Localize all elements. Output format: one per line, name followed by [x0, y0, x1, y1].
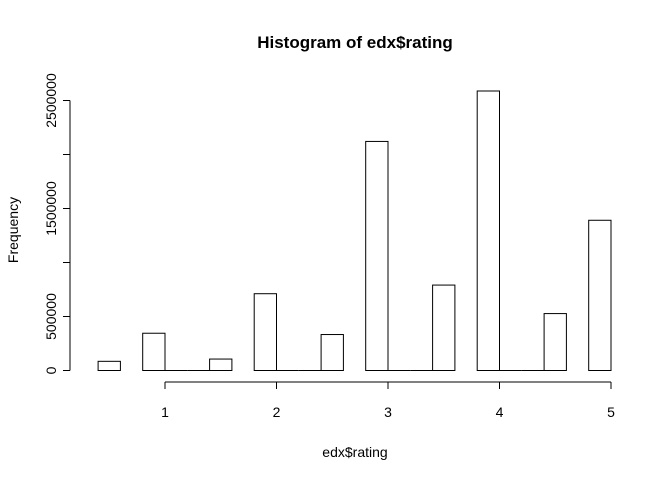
x-tick-label-1: 2 [273, 404, 281, 420]
x-tick-label-3: 4 [496, 404, 504, 420]
y-tick-label-1: 500000 [43, 293, 59, 340]
y-tick-label-5: 2500000 [43, 73, 59, 128]
chart-title: Histogram of edx$rating [257, 33, 453, 52]
x-axis-ticks: 1 2 3 4 5 [161, 382, 615, 420]
histogram-bar-9 [365, 140, 389, 371]
histogram-bar-17 [588, 219, 612, 371]
histogram-bar-13 [476, 90, 501, 371]
y-tick-label-3: 1500000 [43, 181, 59, 236]
x-tick-label-2: 3 [384, 404, 392, 420]
y-tick-label-0: 0 [43, 366, 59, 374]
histogram-bar-4 [209, 358, 233, 372]
histogram-bar-5 [253, 293, 277, 372]
x-tick-label-0: 1 [161, 404, 169, 420]
x-tick-label-4: 5 [607, 404, 615, 420]
histogram-bar-1 [142, 332, 166, 371]
histogram-bar-12 [432, 284, 456, 371]
bars-group [97, 90, 612, 372]
histogram-bar-16 [543, 313, 567, 372]
x-axis-label: edx$rating [322, 444, 387, 460]
y-axis-ticks: 0 500000 1500000 2500000 [43, 73, 70, 374]
histogram-bar-8 [320, 334, 344, 372]
y-axis-label: Frequency [5, 197, 21, 263]
histogram-bar-0 [97, 360, 121, 372]
